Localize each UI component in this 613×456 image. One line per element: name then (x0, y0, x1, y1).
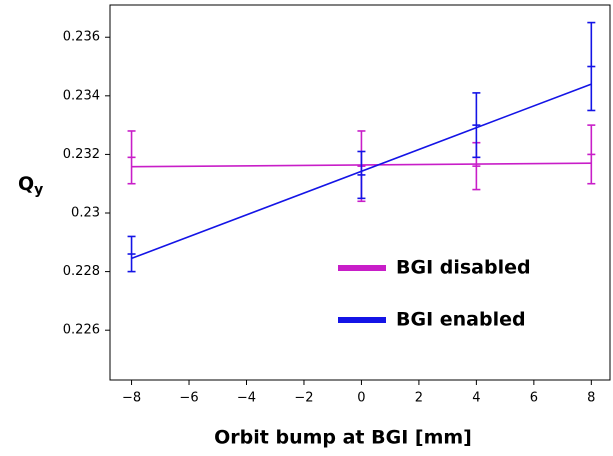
x-axis-label: Orbit bump at BGI [mm] (214, 427, 472, 449)
x-tick-label: 2 (415, 391, 423, 406)
x-tick-label: −2 (294, 391, 313, 406)
error-bar (472, 92, 481, 159)
error-bar (587, 124, 596, 185)
legend-label: BGI enabled (396, 309, 526, 331)
error-bar (127, 130, 136, 185)
y-tick-label: 0.236 (63, 30, 100, 45)
x-tick-label: 8 (587, 391, 595, 406)
y-tick-label: 0.228 (63, 264, 100, 279)
y-tick-label: 0.234 (63, 88, 100, 103)
x-tick-label: 6 (530, 391, 538, 406)
y-tick-label: 0.232 (63, 147, 100, 162)
y-tick-label: 0.23 (71, 206, 100, 221)
error-bar (587, 21, 596, 112)
x-tick-label: −4 (237, 391, 256, 406)
x-tick-label: 0 (357, 391, 365, 406)
y-label-subscript: y (34, 182, 43, 198)
x-tick-label: −6 (179, 391, 198, 406)
error-bar (127, 235, 136, 273)
x-tick-label: −8 (122, 391, 141, 406)
y-label-main: Q (18, 173, 34, 195)
y-tick-label: 0.226 (63, 323, 100, 338)
x-tick-label: 4 (472, 391, 480, 406)
y-axis-label: Qy (18, 173, 43, 199)
legend-label: BGI disabled (396, 257, 531, 279)
error-bar (357, 150, 366, 200)
plot-frame (109, 4, 611, 381)
